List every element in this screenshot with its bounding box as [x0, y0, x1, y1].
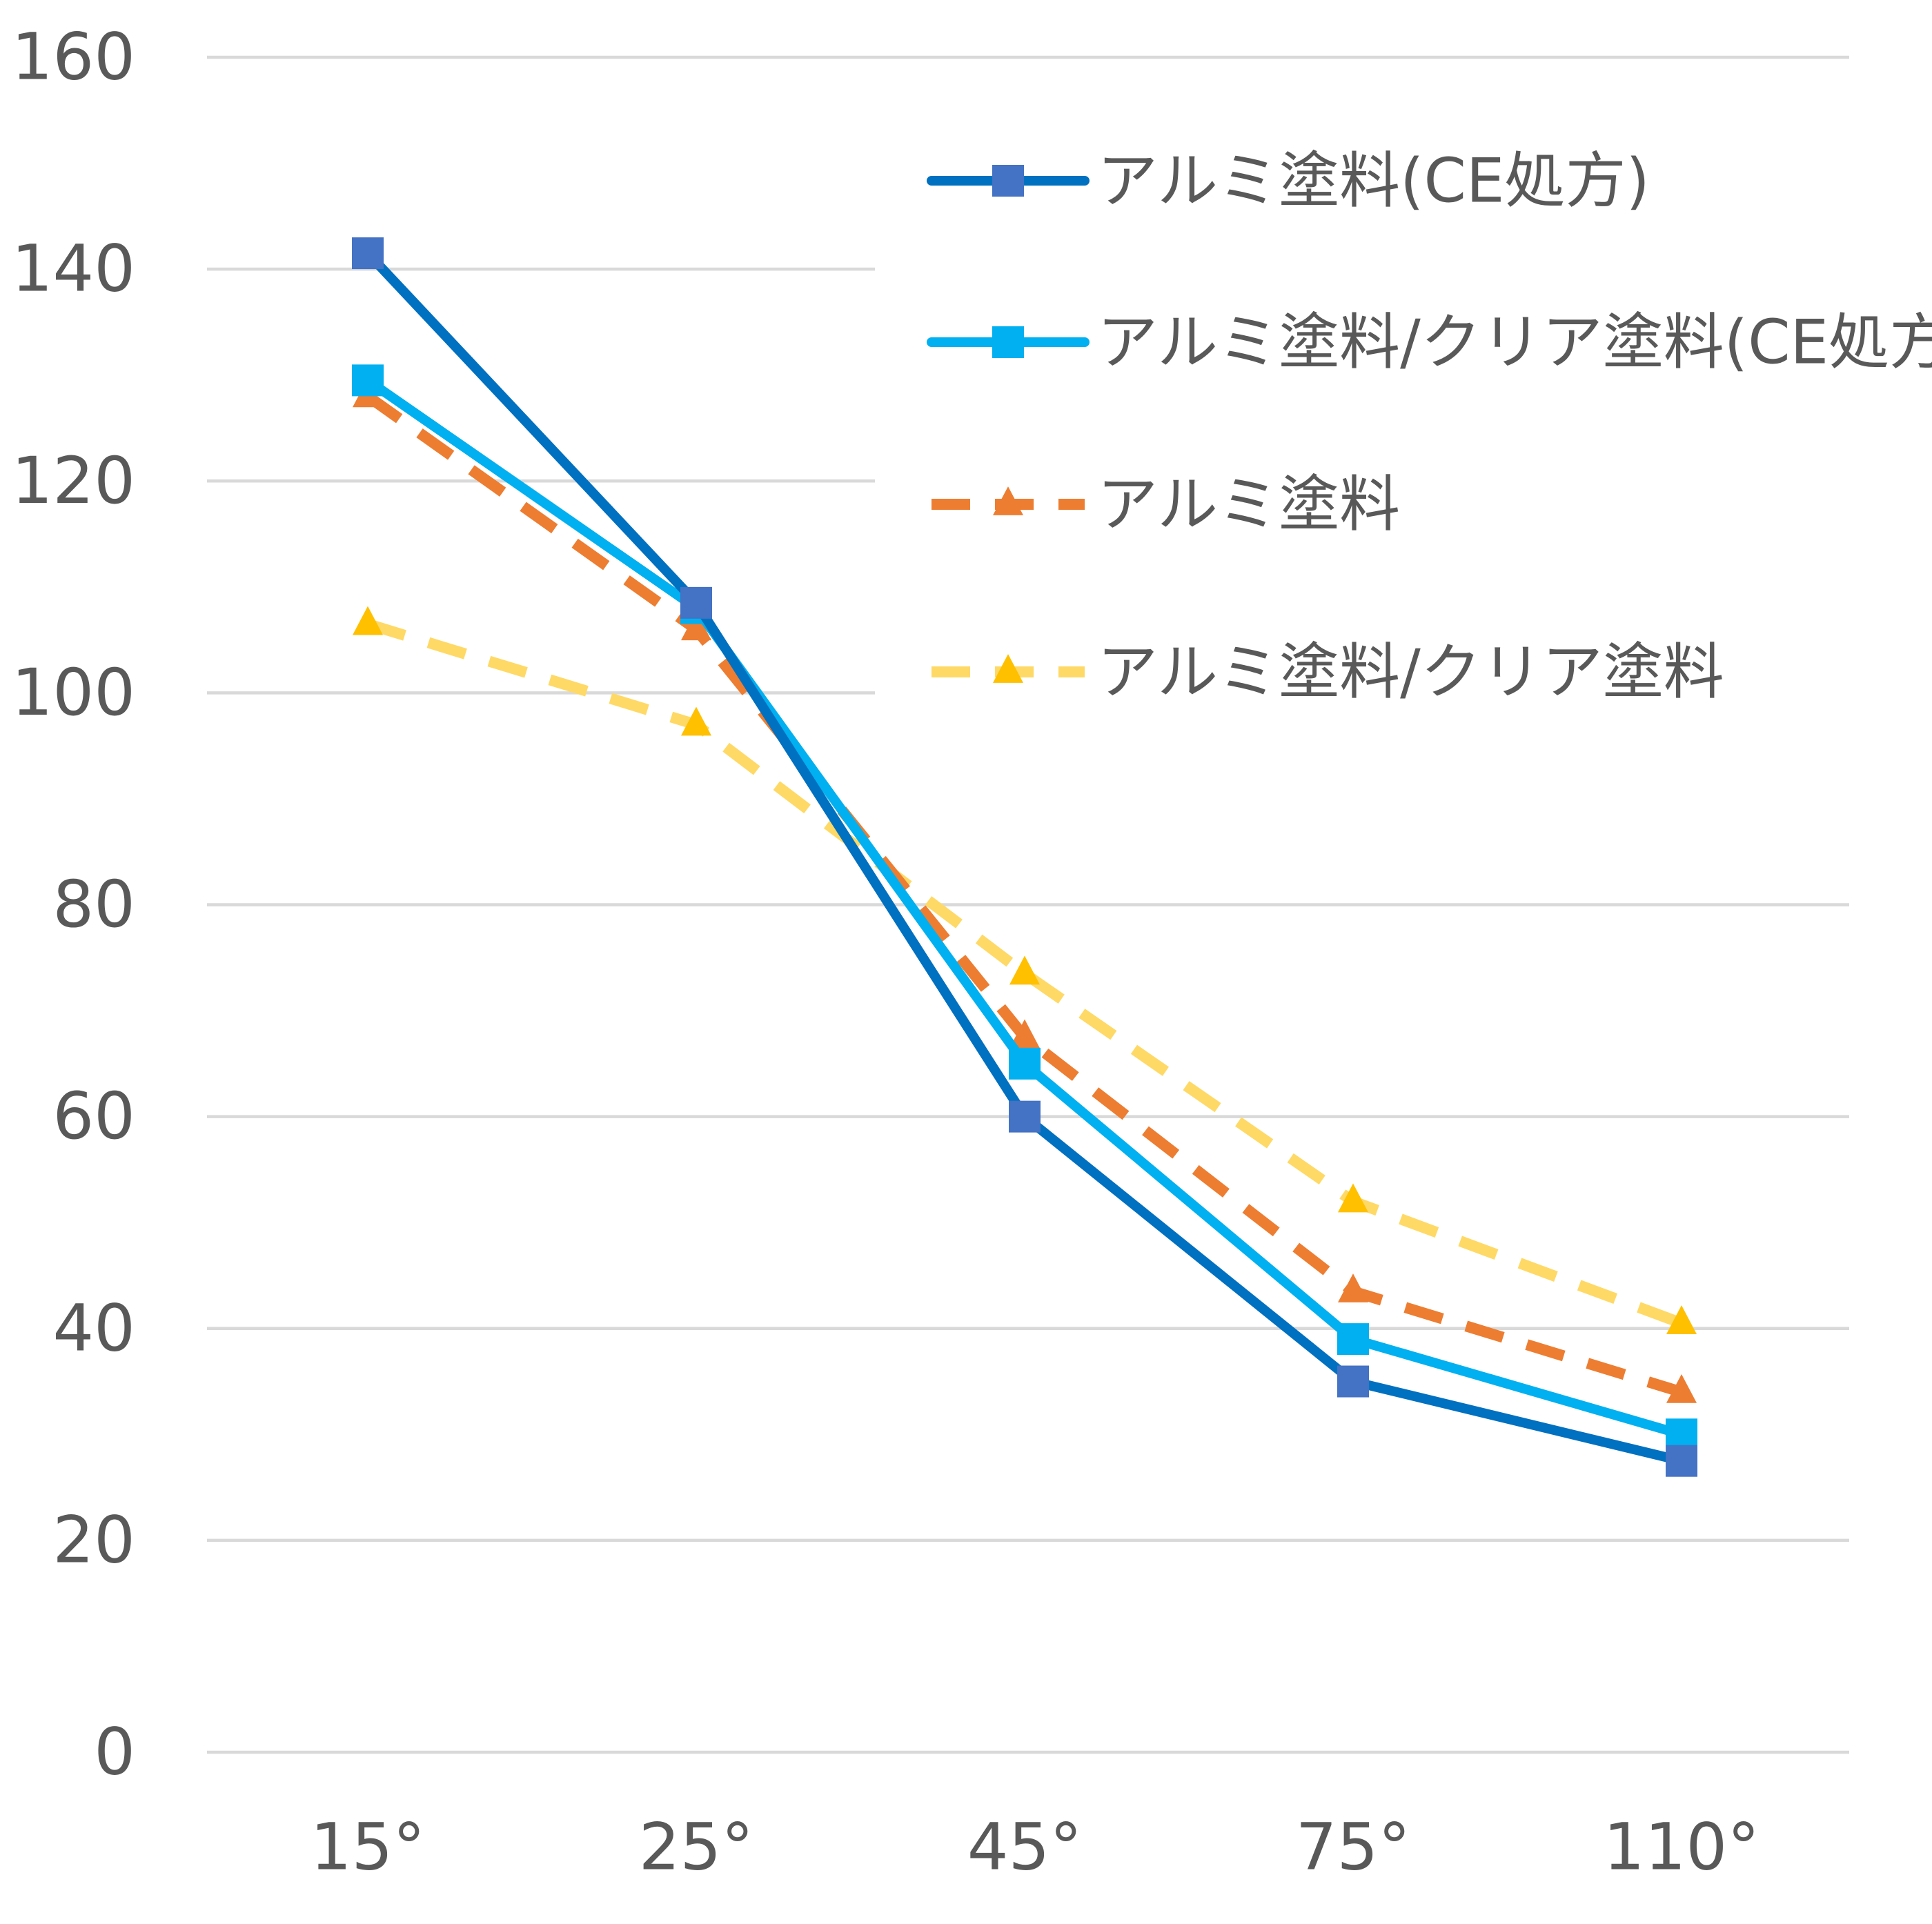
series-0: [352, 237, 1697, 1477]
gridlines: [207, 55, 1849, 1754]
data-point: [1666, 1305, 1697, 1334]
y-tick-label: 80: [52, 867, 135, 942]
y-tick-label: 160: [12, 20, 135, 95]
data-point: [1338, 1273, 1368, 1302]
data-point: [1009, 1047, 1041, 1080]
data-point: [993, 654, 1023, 683]
y-tick-label: 40: [52, 1291, 135, 1366]
data-point: [352, 237, 384, 270]
data-point: [1338, 1183, 1368, 1213]
legend-label: アルミ塗料(CE処方): [1097, 146, 1650, 217]
legend-item: アルミ塗料(CE処方): [927, 146, 1650, 217]
data-point: [1666, 1373, 1697, 1403]
legend-item: アルミ塗料/クリア塗料(CE処方): [927, 307, 1932, 378]
legend-label: アルミ塗料/クリア塗料: [1097, 637, 1724, 708]
series-lines: [352, 237, 1697, 1477]
x-tick-label: 25°: [639, 1810, 754, 1885]
data-point: [1009, 955, 1040, 985]
x-tick-label: 45°: [967, 1810, 1083, 1885]
data-point: [1009, 1100, 1041, 1133]
data-point: [993, 486, 1023, 515]
y-tick-label: 120: [12, 444, 135, 519]
data-point: [992, 165, 1024, 197]
data-point: [680, 586, 712, 619]
y-tick-label: 140: [12, 232, 135, 307]
legend-item: アルミ塗料/クリア塗料: [931, 637, 1724, 708]
data-point: [1337, 1365, 1369, 1398]
legend-item: アルミ塗料: [931, 469, 1400, 540]
data-point: [1009, 1019, 1040, 1049]
y-tick-label: 100: [12, 655, 135, 731]
y-tick-label: 20: [52, 1502, 135, 1578]
y-tick-label: 0: [94, 1715, 135, 1790]
y-tick-label: 60: [52, 1079, 135, 1154]
legend: アルミ塗料(CE処方) アルミ塗料/クリア塗料(CE処方) アルミ塗料アルミ塗料/ク…: [927, 146, 1932, 708]
x-tick-label: 75°: [1296, 1810, 1411, 1885]
data-point: [1666, 1418, 1697, 1451]
legend-label: アルミ塗料: [1097, 469, 1400, 540]
data-point: [352, 364, 384, 397]
x-tick-label: 110°: [1604, 1810, 1759, 1885]
data-point: [992, 326, 1024, 358]
data-point: [1666, 1445, 1697, 1477]
data-point: [1337, 1323, 1369, 1356]
data-point: [681, 611, 711, 641]
legend-label: アルミ塗料/クリア塗料(CE処方): [1097, 307, 1932, 378]
data-point: [681, 706, 711, 736]
data-point: [353, 606, 383, 635]
x-axis-tick-labels: 15° 25° 45° 75° 110°: [310, 1810, 1760, 1885]
series-3: [353, 606, 1697, 1334]
y-axis-tick-labels: 0 20 40 60 80 100 120 140 160: [12, 20, 135, 1790]
series-line: [366, 618, 1684, 1329]
x-tick-label: 15°: [310, 1810, 426, 1885]
